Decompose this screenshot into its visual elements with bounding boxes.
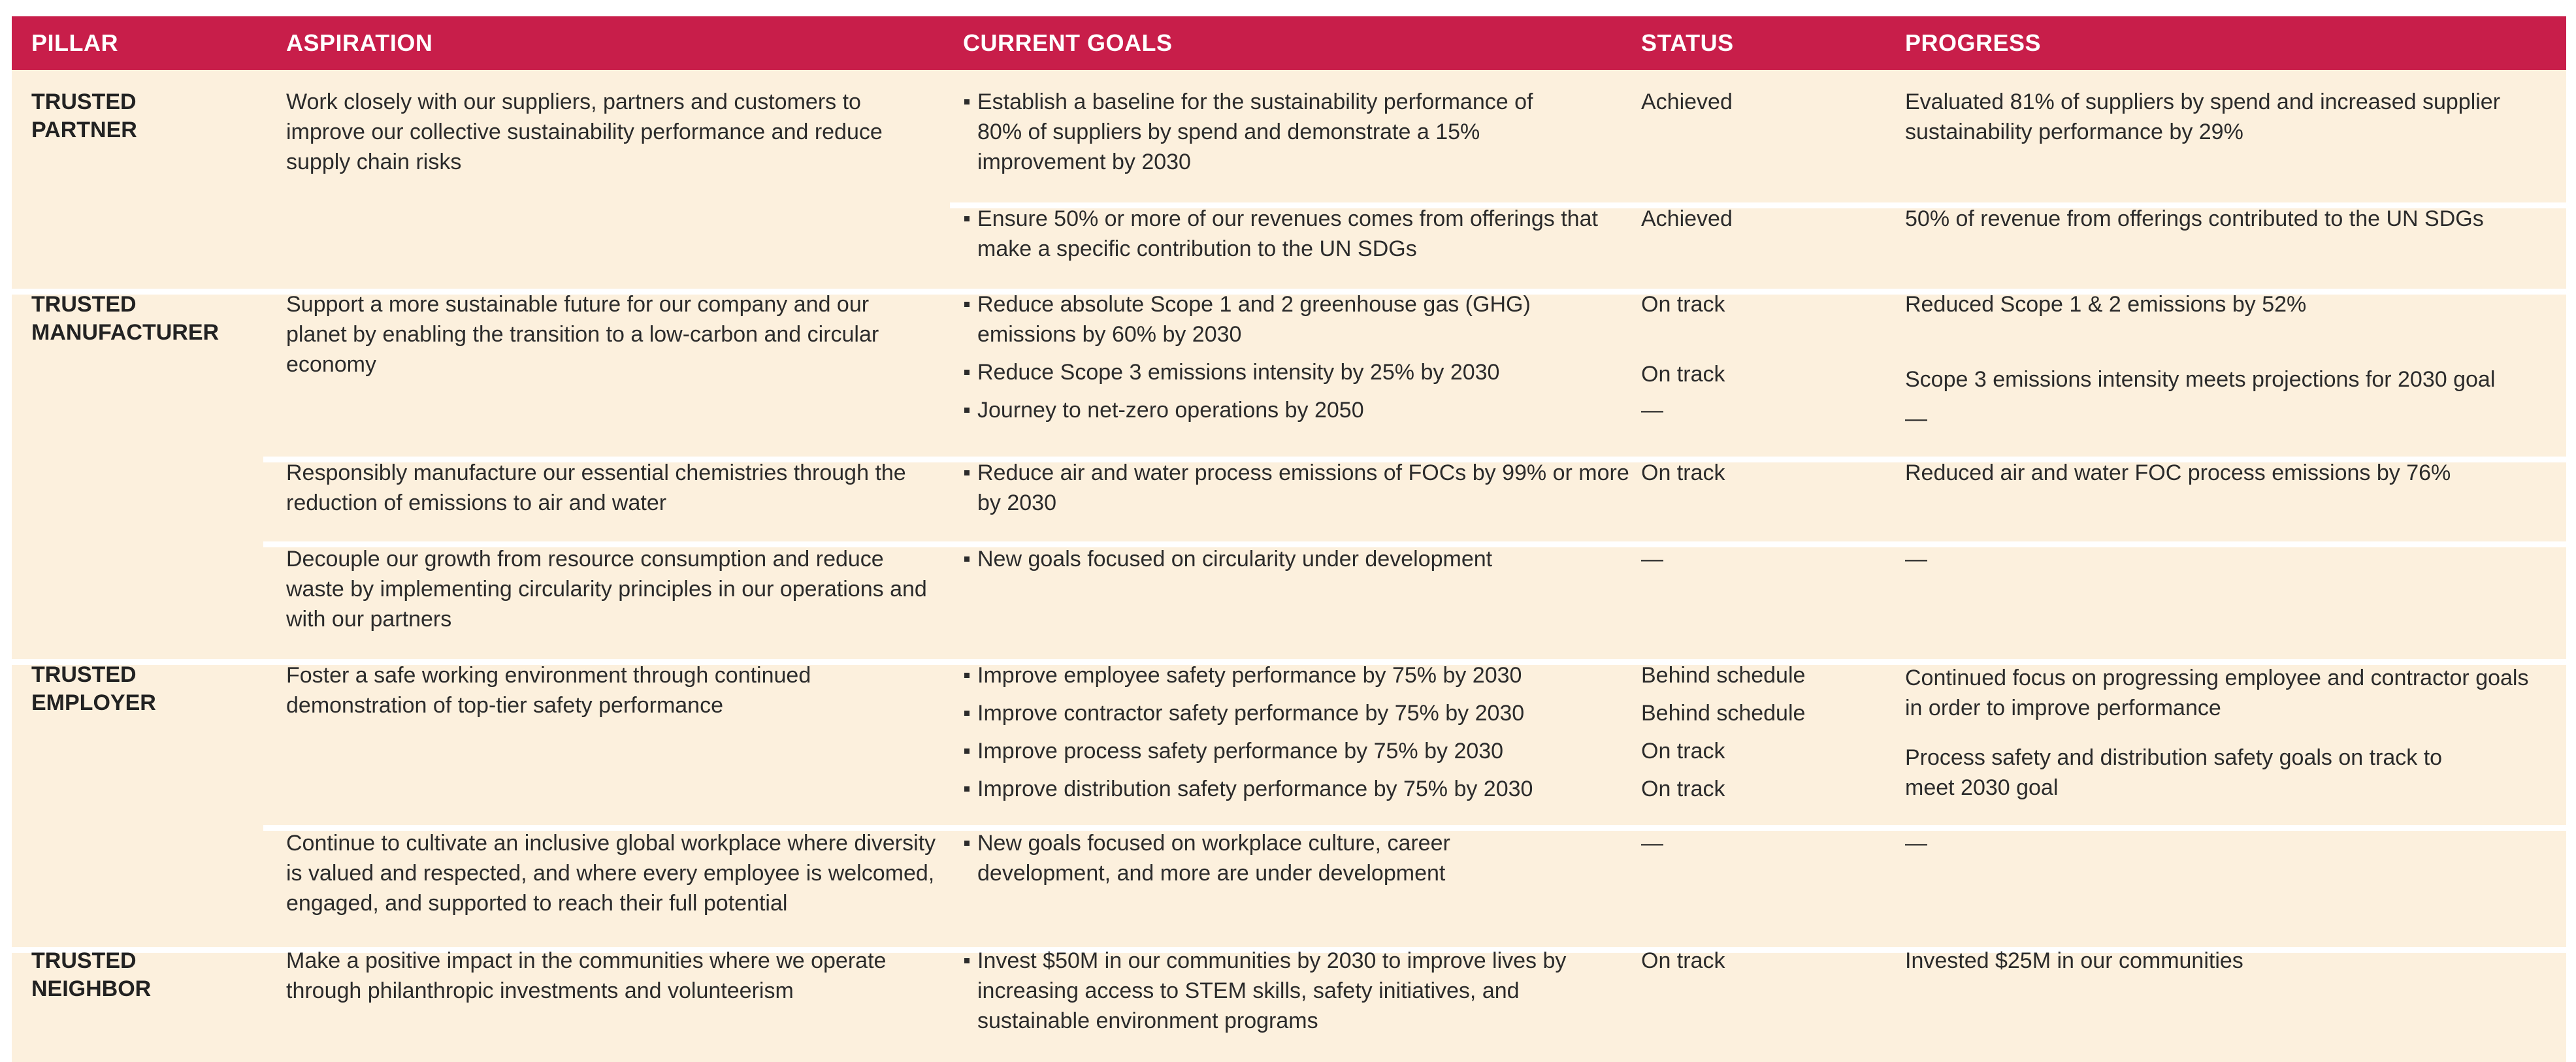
goal-item: Improve contractor safety performance by… [963,698,1631,728]
goal-item: Improve employee safety performance by 7… [963,660,1631,690]
status-text: Behind schedule [1641,663,1806,688]
header-current-goals: CURRENT GOALS [963,29,1173,56]
table-header: PILLAR ASPIRATION CURRENT GOALS STATUS P… [12,16,2566,70]
progress-text: — [1905,831,1927,856]
goal-item: Improve distribution safety performance … [963,774,1631,804]
pillar-line: EMPLOYER [31,690,156,715]
pillar-label-employer: TRUSTED EMPLOYER [31,661,253,717]
status-text: — [1641,831,1663,856]
progress-text: Reduced Scope 1 & 2 emissions by 52% [1905,292,2307,317]
goal-item: Invest $50M in our communities by 2030 t… [963,946,1578,1036]
row-divider [263,457,2566,462]
group-trusted-neighbor [12,953,2566,1062]
goal-item: Reduce Scope 3 emissions intensity by 25… [963,357,1631,387]
progress-text: 50% of revenue from offerings contribute… [1905,206,2484,231]
goal-item: Establish a baseline for the sustainabil… [963,87,1572,177]
pillar-label-neighbor: TRUSTED NEIGHBOR [31,947,253,1003]
status-text: On track [1641,948,1725,973]
status-text: — [1641,547,1663,571]
goal-item: New goals focused on circularity under d… [963,544,1631,574]
status-text: On track [1641,460,1725,485]
header-progress: PROGRESS [1905,29,2042,56]
group-trusted-employer [12,665,2566,947]
row-divider [263,825,2566,831]
status-text: Achieved [1641,89,1733,114]
progress-text: Scope 3 emissions intensity meets projec… [1905,367,2496,392]
progress-text: Process safety and distribution safety g… [1905,745,2443,800]
header-aspiration: ASPIRATION [286,29,433,56]
goal-item: Improve process safety performance by 75… [963,736,1631,766]
goal-item: New goals focused on workplace culture, … [963,828,1552,888]
status-text: On track [1641,739,1725,764]
aspiration-text: Support a more sustainable future for ou… [286,292,879,377]
progress-text: Evaluated 81% of suppliers by spend and … [1905,89,2501,144]
pillar-line: TRUSTED [31,89,137,114]
status-text: Behind schedule [1641,701,1806,726]
row-divider [950,202,2566,208]
pillar-label-partner: TRUSTED PARTNER [31,88,253,144]
status-text: — [1641,398,1663,423]
status-text: On track [1641,362,1725,387]
goal-item: Reduce absolute Scope 1 and 2 greenhouse… [963,289,1572,349]
group-trusted-manufacturer [12,295,2566,659]
goal-item: Reduce air and water process emissions o… [963,458,1631,518]
aspiration-text: Make a positive impact in the communitie… [286,948,887,1003]
header-pillar: PILLAR [31,29,118,56]
progress-text: Reduced air and water FOC process emissi… [1905,460,2451,485]
aspiration-text: Decouple our growth from resource consum… [286,547,927,632]
progress-text: — [1905,406,1927,431]
goal-item: Journey to net-zero operations by 2050 [963,395,1631,425]
group-trusted-partner [12,70,2566,289]
status-text: Achieved [1641,206,1733,231]
aspiration-text: Foster a safe working environment throug… [286,663,811,718]
pillar-line: TRUSTED [31,948,137,973]
aspiration-text: Continue to cultivate an inclusive globa… [286,831,936,916]
status-text: On track [1641,777,1725,801]
goal-item: Ensure 50% or more of our revenues comes… [963,204,1631,264]
header-status: STATUS [1641,29,1734,56]
pillar-line: TRUSTED [31,292,137,317]
row-divider [263,541,2566,547]
progress-text: Continued focus on progressing employee … [1905,666,2529,720]
pillar-line: MANUFACTURER [31,320,220,345]
pillar-line: PARTNER [31,118,137,142]
pillar-label-manufacturer: TRUSTED MANUFACTURER [31,291,253,347]
aspiration-text: Work closely with our suppliers, partner… [286,89,883,174]
pillar-line: NEIGHBOR [31,976,152,1001]
progress-text: — [1905,547,1927,571]
aspiration-text: Responsibly manufacture our essential ch… [286,460,906,515]
pillar-line: TRUSTED [31,662,137,687]
progress-text: Invested $25M in our communities [1905,948,2243,973]
status-text: On track [1641,292,1725,317]
